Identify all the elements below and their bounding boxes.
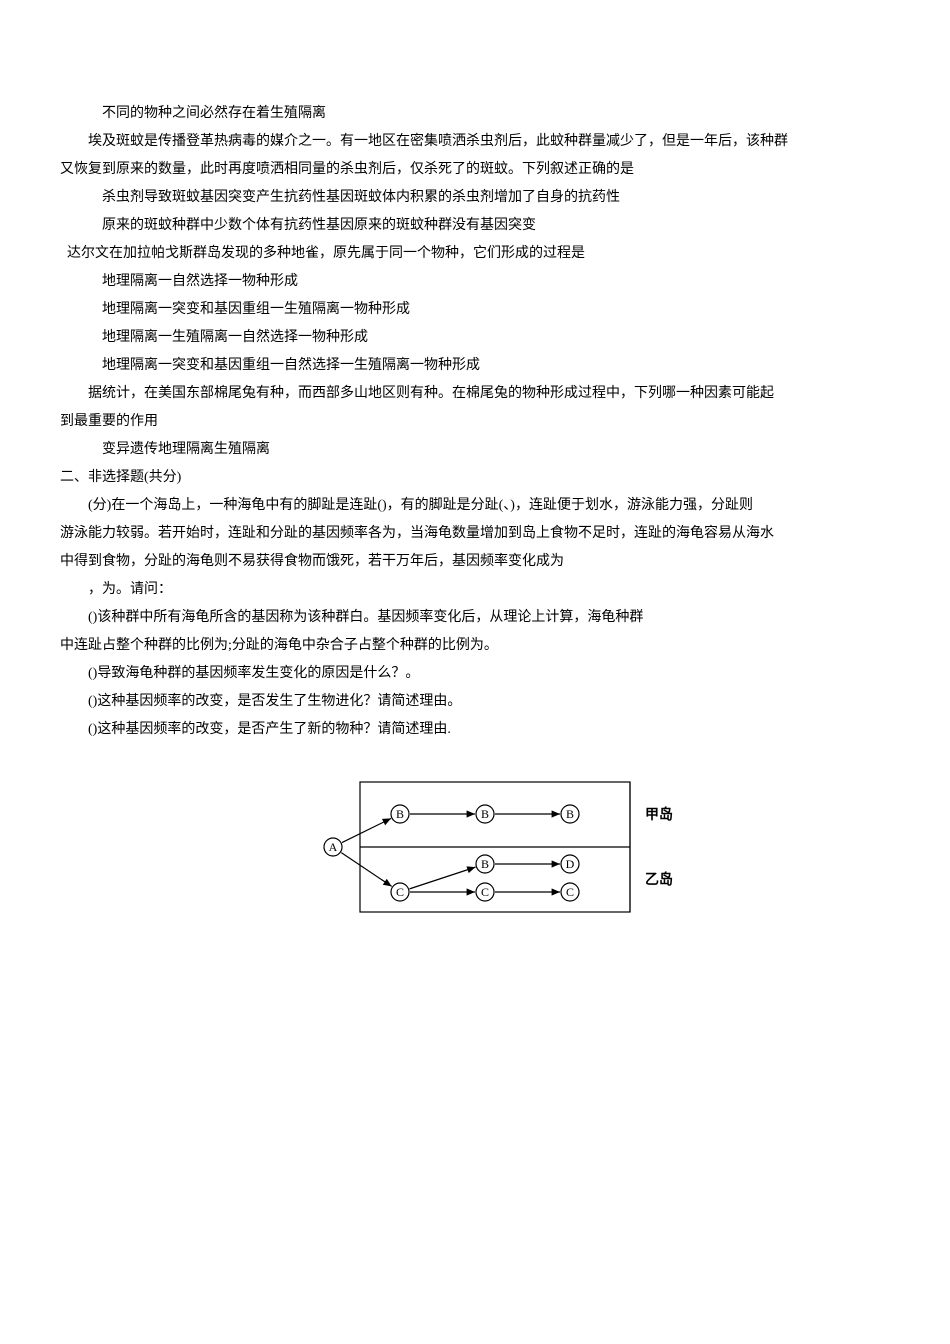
node-label-B3: B: [566, 807, 574, 821]
text-line: ()该种群中所有海龟所含的基因称为该种群白。基因频率变化后，从理论上计算，海龟种…: [60, 604, 890, 632]
node-label-Bt: B: [481, 857, 489, 871]
arrow-edge: [341, 853, 391, 887]
text-line: 地理隔离一自然选择一物种形成: [60, 268, 890, 296]
flowchart-diagram: ABBBBCCCD甲岛乙岛: [265, 764, 685, 929]
text-line: 中得到食物，分趾的海龟则不易获得食物而饿死，若干万年后，基因频率变化成为: [60, 548, 890, 576]
document-body: 不同的物种之间必然存在着生殖隔离埃及斑蚊是传播登革热病毒的媒介之一。有一地区在密…: [60, 100, 890, 744]
arrow-edge: [342, 818, 391, 842]
text-line: 地理隔离一突变和基因重组一生殖隔离一物种形成: [60, 296, 890, 324]
text-line: ()导致海龟种群的基因频率发生变化的原因是什么？。: [60, 660, 890, 688]
text-line: 游泳能力较弱。若开始时，连趾和分趾的基因频率各为，当海龟数量增加到岛上食物不足时…: [60, 520, 890, 548]
node-label-C3: C: [566, 885, 574, 899]
text-line: 变异遗传地理隔离生殖隔离: [60, 436, 890, 464]
node-label-B1: B: [396, 807, 404, 821]
text-line: 中连趾占整个种群的比例为;分趾的海龟中杂合子占整个种群的比例为。: [60, 632, 890, 660]
node-label-A: A: [329, 840, 338, 854]
text-line: (分)在一个海岛上，一种海龟中有的脚趾是连趾()，有的脚趾是分趾(、)，连趾便于…: [60, 492, 890, 520]
text-line: 杀虫剂导致斑蚊基因突变产生抗药性基因斑蚊体内积累的杀虫剂增加了自身的抗药性: [60, 184, 890, 212]
label-island-top: 甲岛: [645, 806, 673, 823]
node-label-D: D: [566, 857, 575, 871]
text-line: 原来的斑蚊种群中少数个体有抗药性基因原来的斑蚊种群没有基因突变: [60, 212, 890, 240]
text-line: ()这种基因频率的改变，是否发生了生物进化？请简述理由。: [60, 688, 890, 716]
text-line: 又恢复到原来的数量，此时再度喷洒相同量的杀虫剂后，仅杀死了的斑蚊。下列叙述正确的…: [60, 156, 890, 184]
text-line: 达尔文在加拉帕戈斯群岛发现的多种地雀，原先属于同一个物种，它们形成的过程是: [60, 240, 890, 268]
text-line: ，为。请问：: [60, 576, 890, 604]
text-line: 地理隔离一突变和基因重组一自然选择一生殖隔离一物种形成: [60, 352, 890, 380]
text-line: ()这种基因频率的改变，是否产生了新的物种？请简述理由.: [60, 716, 890, 744]
arrow-edge: [409, 867, 475, 889]
node-label-C1: C: [396, 885, 404, 899]
text-line: 不同的物种之间必然存在着生殖隔离: [60, 100, 890, 128]
diagram-container: ABBBBCCCD甲岛乙岛: [60, 764, 890, 929]
text-line: 地理隔离一生殖隔离一自然选择一物种形成: [60, 324, 890, 352]
text-line: 二、非选择题(共分): [60, 464, 890, 492]
text-line: 埃及斑蚊是传播登革热病毒的媒介之一。有一地区在密集喷洒杀虫剂后，此蚊种群量减少了…: [60, 128, 890, 156]
text-line: 据统计，在美国东部棉尾兔有种，而西部多山地区则有种。在棉尾兔的物种形成过程中，下…: [60, 380, 890, 408]
text-line: 到最重要的作用: [60, 408, 890, 436]
node-label-C2: C: [481, 885, 489, 899]
node-label-B2: B: [481, 807, 489, 821]
label-island-bottom: 乙岛: [645, 871, 673, 888]
